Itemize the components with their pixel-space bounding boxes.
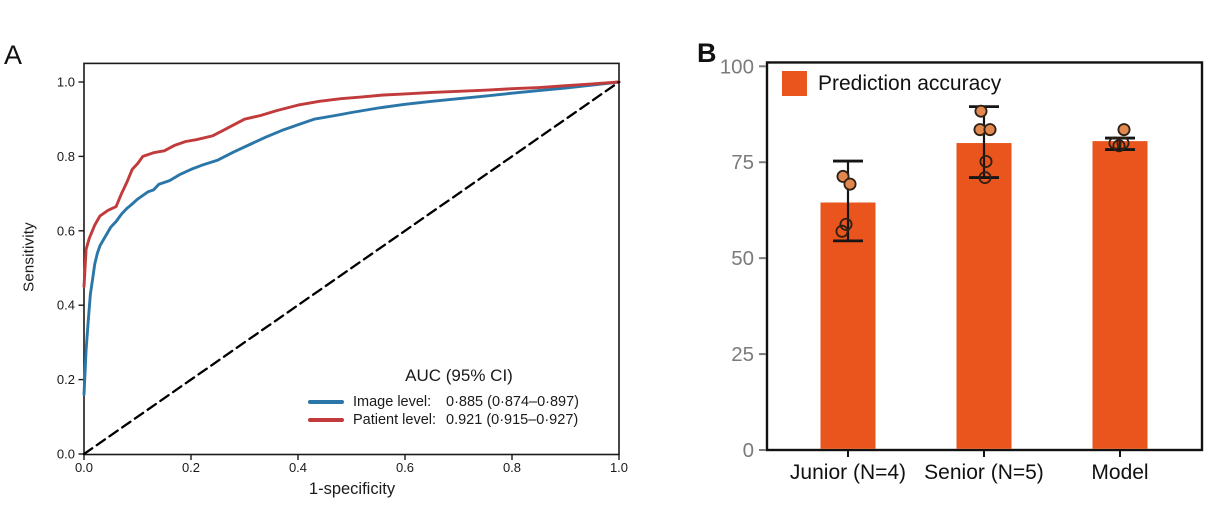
roc-legend-entry-label: Patient level: [353,412,437,428]
data-point [1117,123,1131,137]
bar [820,202,876,449]
data-point [1112,139,1126,153]
panel-a-label: A [4,40,23,70]
y-tick-label: 0 [743,439,754,462]
panel-b-label: B [697,38,717,68]
bar [956,143,1012,449]
data-point [974,104,988,118]
prediction-accuracy-color-swatch [782,71,807,96]
plot-frame [83,62,620,456]
roc-plot-svg: 0.0 0.2 0.4 0.6 0.8 1.0 0.0 0.2 0.4 0.6 0.8 1.0 [57,62,628,475]
y-tick-label: 0.4 [57,298,75,313]
bar-plot-svg: 0 25 50 75 100 Junior (N=4) Senior (N=5) Model [720,55,1204,484]
y-tick-label: 50 [731,247,754,270]
bar-legend-label: Prediction accuracy [818,71,1002,95]
roc-legend-entry: Patient level: 0.921 (0·915–0·927) [308,411,620,429]
roc-curve-patient-level [82,80,621,289]
data-point [843,177,857,191]
x-tick-label: 0.0 [75,460,93,475]
data-point [979,154,993,168]
roc-x-axis-title: 1-specificity [308,480,396,498]
y-tick-label: 25 [731,343,754,366]
data-point [978,171,992,185]
data-point [835,224,849,238]
y-tick-label: 0.6 [57,223,75,238]
roc-legend-entry-value: 0·885 (0·874–0·897) [446,394,580,410]
x-tick-label: 1.0 [610,460,628,475]
x-tick-label: 0.4 [289,460,307,475]
roc-y-axis-title: Sensitivity [20,222,38,292]
image-level-line-swatch [308,400,344,404]
data-point [983,123,997,137]
roc-legend: AUC (95% CI) Image level: 0·885 (0·874–0… [298,366,620,429]
x-tick-label: 0.8 [503,460,521,475]
chance-diagonal-line [82,80,621,456]
x-tick-label: 0.6 [396,460,414,475]
x-tick-label: Model [1091,461,1148,484]
y-tick-label: 1.0 [57,75,75,90]
plot-frame [765,61,1204,452]
data-point [839,217,853,231]
roc-curve-image-level [82,80,621,396]
patient-level-line-swatch [308,418,344,422]
bar [1092,141,1148,449]
roc-legend-entry-value: 0.921 (0·915–0·927) [446,412,579,428]
x-tick-label: Senior (N=5) [924,461,1044,484]
y-tick-label: 0.8 [57,149,75,164]
roc-legend-entry-label: Image level: [353,394,432,410]
y-tick-label: 100 [720,55,754,78]
y-tick-label: 75 [731,151,754,174]
bar-legend: Prediction accuracy [782,71,1001,96]
roc-legend-entry: Image level: 0·885 (0·874–0·897) [308,393,620,411]
roc-legend-title: AUC (95% CI) [405,366,513,385]
y-tick-label: 0.2 [57,372,75,387]
y-tick-label: 0.0 [57,447,75,462]
x-tick-label: Junior (N=4) [790,461,906,484]
x-tick-label: 0.2 [182,460,200,475]
